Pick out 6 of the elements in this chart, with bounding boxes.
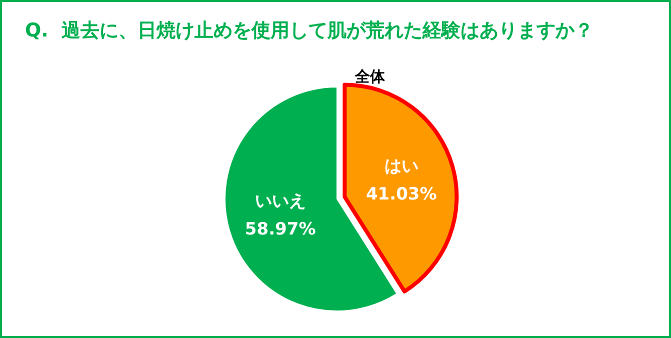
chart-subtitle: 全体 (354, 68, 386, 86)
data-label: 58.97% (244, 219, 316, 240)
data-label: 41.03% (366, 184, 437, 204)
slice-label: いいえ (254, 191, 306, 212)
slice-label: はい (384, 156, 418, 176)
chart-title: Q. 過去に、日焼け止めを使用して肌が荒れた経験はありますか？ (25, 20, 594, 42)
